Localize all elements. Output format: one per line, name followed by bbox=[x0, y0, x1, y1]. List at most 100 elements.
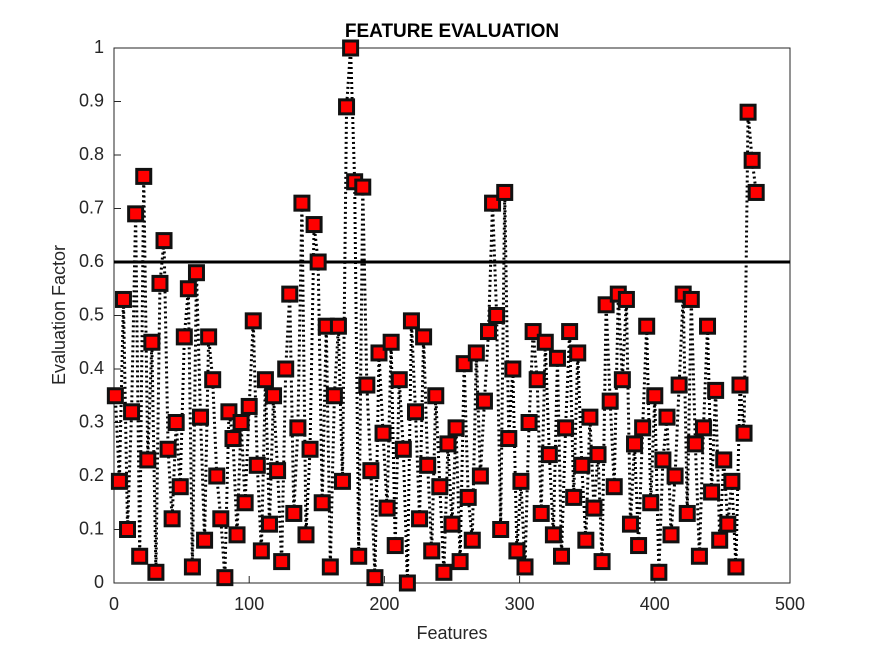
x-tick-label: 100 bbox=[234, 594, 264, 614]
marker bbox=[727, 558, 745, 576]
marker bbox=[333, 472, 351, 490]
marker bbox=[707, 381, 725, 399]
marker bbox=[682, 290, 700, 308]
marker bbox=[358, 376, 376, 394]
marker bbox=[394, 440, 412, 458]
marker bbox=[686, 435, 704, 453]
marker bbox=[670, 376, 688, 394]
marker bbox=[654, 451, 672, 469]
marker bbox=[139, 451, 157, 469]
marker bbox=[183, 558, 201, 576]
marker bbox=[374, 424, 392, 442]
marker bbox=[540, 446, 558, 464]
marker bbox=[553, 547, 571, 565]
y-axis-label: Evaluation Factor bbox=[49, 245, 69, 385]
marker bbox=[106, 387, 124, 405]
marker bbox=[220, 403, 238, 421]
marker bbox=[589, 446, 607, 464]
marker bbox=[175, 328, 193, 346]
marker bbox=[366, 569, 384, 587]
marker bbox=[658, 408, 676, 426]
marker bbox=[703, 483, 721, 501]
marker bbox=[386, 537, 404, 555]
marker bbox=[532, 504, 550, 522]
marker bbox=[411, 510, 429, 528]
marker bbox=[747, 183, 765, 201]
marker bbox=[577, 531, 595, 549]
marker bbox=[561, 323, 579, 341]
marker bbox=[520, 414, 538, 431]
marker bbox=[642, 494, 660, 512]
marker bbox=[678, 504, 696, 522]
marker bbox=[435, 563, 453, 581]
marker bbox=[431, 478, 449, 496]
marker bbox=[613, 371, 631, 389]
marker bbox=[621, 515, 639, 533]
marker bbox=[528, 371, 546, 389]
marker bbox=[512, 472, 530, 490]
marker bbox=[617, 290, 635, 308]
marker bbox=[135, 167, 153, 185]
x-tick-label: 300 bbox=[505, 594, 535, 614]
marker bbox=[187, 264, 205, 282]
marker bbox=[565, 488, 583, 506]
marker bbox=[524, 323, 542, 341]
marker bbox=[110, 472, 128, 490]
marker bbox=[167, 414, 185, 431]
marker bbox=[281, 285, 299, 303]
marker bbox=[646, 387, 664, 405]
marker bbox=[179, 280, 197, 298]
marker bbox=[447, 419, 465, 437]
marker bbox=[131, 547, 149, 565]
marker bbox=[204, 371, 222, 389]
marker bbox=[719, 515, 737, 533]
marker bbox=[309, 253, 327, 271]
marker bbox=[597, 296, 615, 314]
marker bbox=[508, 542, 526, 560]
marker bbox=[301, 440, 319, 458]
marker bbox=[265, 387, 283, 405]
marker bbox=[163, 510, 181, 528]
marker bbox=[382, 333, 400, 351]
data-line bbox=[113, 47, 758, 584]
marker bbox=[143, 333, 161, 351]
marker bbox=[496, 183, 514, 201]
y-tick-label: 0.7 bbox=[79, 197, 104, 217]
marker bbox=[378, 499, 396, 517]
marker bbox=[569, 344, 587, 362]
x-tick-label: 500 bbox=[775, 594, 805, 614]
marker bbox=[451, 553, 469, 571]
marker bbox=[236, 494, 254, 512]
marker bbox=[601, 392, 619, 410]
marker bbox=[256, 371, 274, 389]
marker bbox=[252, 542, 270, 560]
marker bbox=[171, 478, 189, 496]
marker bbox=[544, 526, 562, 544]
marker bbox=[289, 419, 307, 437]
marker bbox=[350, 547, 368, 565]
marker bbox=[151, 274, 169, 292]
marker bbox=[471, 467, 489, 485]
marker bbox=[244, 312, 262, 330]
marker bbox=[273, 553, 291, 571]
marker bbox=[573, 456, 591, 474]
marker bbox=[557, 419, 575, 437]
marker bbox=[200, 328, 218, 346]
x-tick-label: 0 bbox=[109, 594, 119, 614]
marker bbox=[159, 440, 177, 458]
marker bbox=[240, 397, 258, 415]
marker bbox=[123, 403, 141, 421]
marker bbox=[192, 408, 210, 426]
marker bbox=[269, 462, 287, 480]
marker bbox=[277, 360, 295, 378]
marker bbox=[338, 98, 356, 116]
marker bbox=[731, 376, 749, 394]
marker bbox=[443, 515, 461, 533]
marker bbox=[488, 307, 506, 324]
marker bbox=[467, 344, 485, 362]
marker bbox=[480, 323, 498, 341]
marker bbox=[650, 563, 668, 581]
marker bbox=[630, 537, 648, 555]
marker bbox=[662, 526, 680, 544]
